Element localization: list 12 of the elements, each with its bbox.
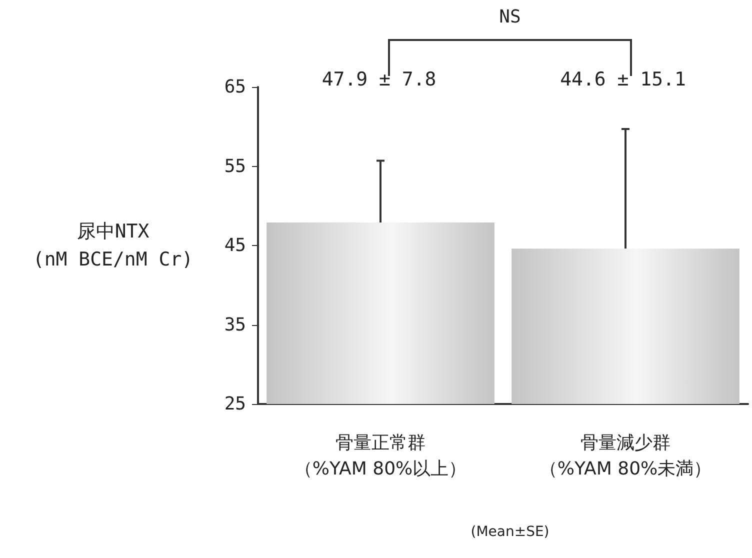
y-tick-label: 55 — [224, 156, 246, 177]
x-tick-label: 骨量正常群（%YAM 80%以上） — [294, 432, 467, 480]
y-axis-title: 尿中NTX (nM BCE/nM Cr) — [32, 220, 194, 270]
y-tick-label: 65 — [224, 76, 246, 98]
text: NS — [499, 6, 521, 28]
y-tick-label: 25 — [224, 394, 246, 414]
y-tick-label: 45 — [224, 235, 246, 256]
text: (Mean±SE) — [470, 524, 550, 540]
annotation: 44.6 ± 15.1 — [560, 68, 686, 90]
x-tick-label: 骨量減少群（%YAM 80%未満） — [539, 432, 712, 480]
y-tick-label: 35 — [224, 314, 246, 336]
annotation: 47.9 ± 7.8 — [322, 68, 436, 90]
